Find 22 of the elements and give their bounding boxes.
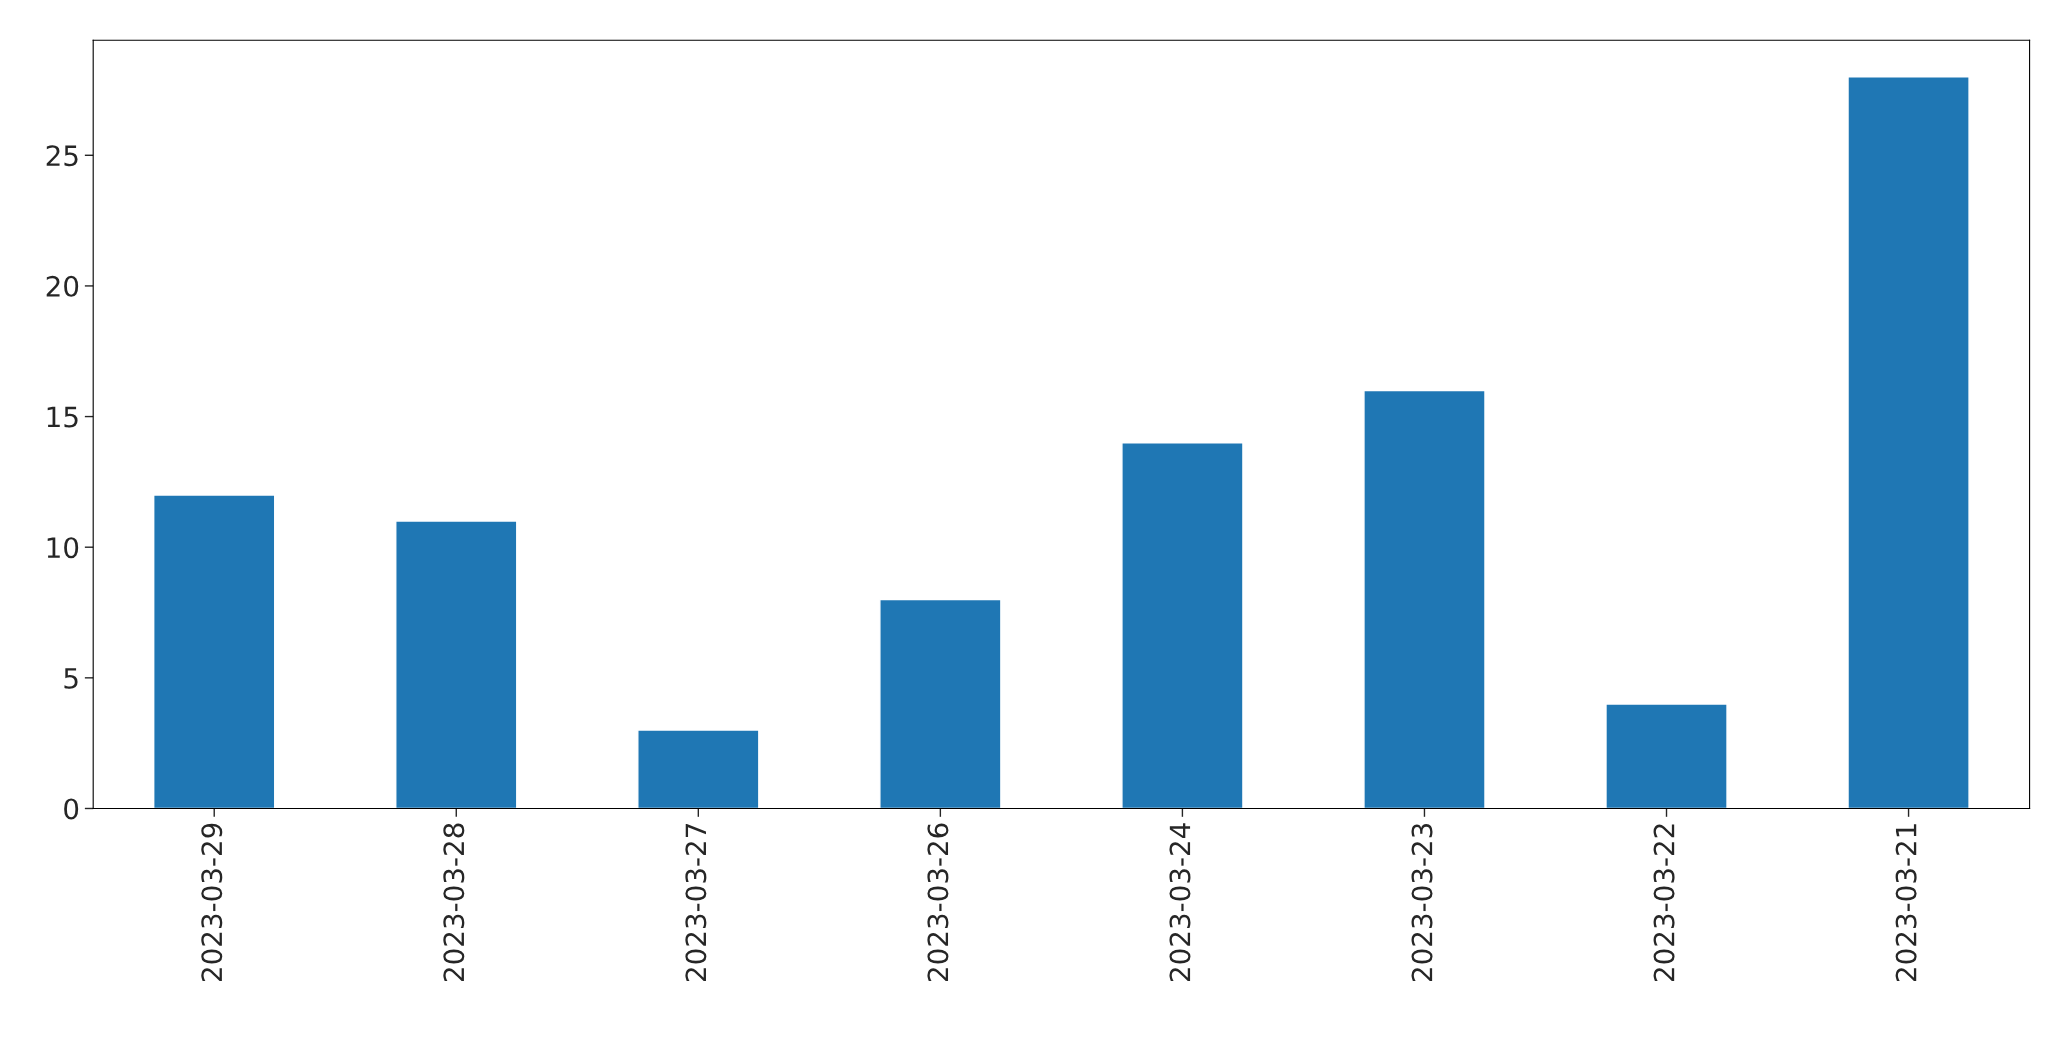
bar bbox=[395, 520, 518, 809]
bar bbox=[153, 494, 276, 809]
y-tick-label: 15 bbox=[47, 406, 78, 428]
x-tick-label: 2023-03-28 bbox=[443, 823, 465, 982]
bar bbox=[637, 729, 760, 809]
y-tick-label: 5 bbox=[64, 668, 78, 689]
bar bbox=[1847, 76, 1970, 809]
bar bbox=[1363, 389, 1486, 809]
x-tick-label: 2023-03-22 bbox=[1653, 824, 1675, 982]
x-tick-label: 2023-03-24 bbox=[1169, 823, 1191, 982]
bar bbox=[1605, 703, 1728, 809]
bar bbox=[879, 598, 1002, 809]
y-tick-label: 10 bbox=[47, 537, 79, 559]
y-tick-label: 25 bbox=[46, 145, 78, 167]
y-tick-label: 20 bbox=[46, 275, 79, 297]
x-tick-label: 2023-03-26 bbox=[927, 823, 949, 982]
x-tick-label: 2023-03-29 bbox=[201, 823, 223, 982]
x-tick-label: 2023-03-21 bbox=[1895, 824, 1917, 982]
x-tick-label: 2023-03-27 bbox=[685, 824, 707, 982]
y-tick-label: 0 bbox=[64, 798, 79, 820]
bar bbox=[1121, 441, 1244, 809]
x-tick-label: 2023-03-23 bbox=[1411, 823, 1433, 982]
